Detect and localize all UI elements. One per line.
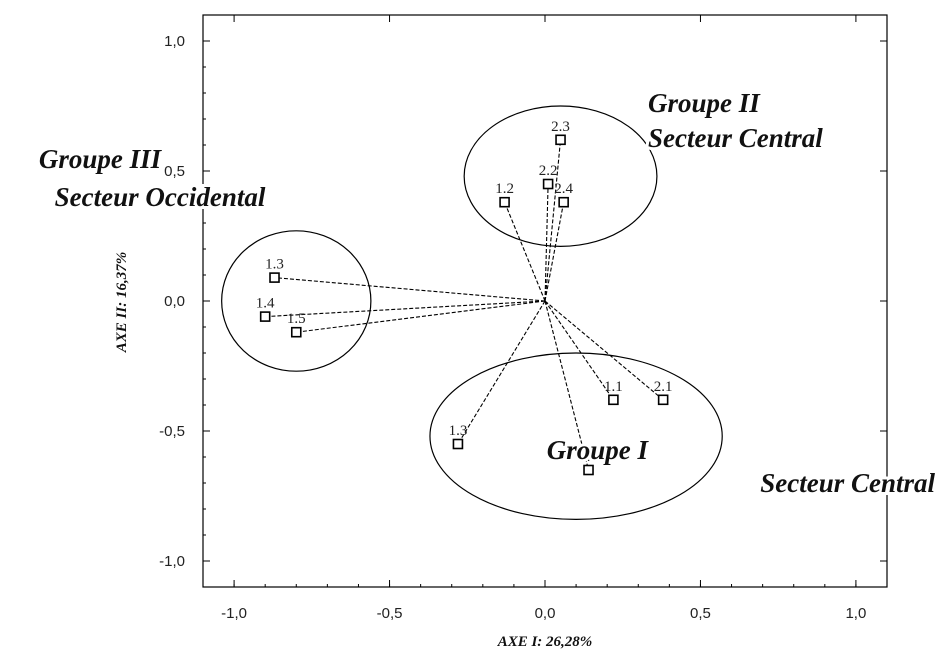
point-label: 1.4 bbox=[579, 449, 598, 465]
x-tick-label: 1,0 bbox=[845, 605, 866, 622]
ray-line bbox=[296, 300, 546, 333]
ray-line bbox=[544, 300, 664, 401]
point-label: 1.3 bbox=[265, 257, 284, 273]
point-label: 2.2 bbox=[539, 163, 558, 179]
group-label-title: Groupe II bbox=[648, 88, 761, 118]
point-label: 1.1 bbox=[604, 379, 623, 395]
y-tick-label: -0,5 bbox=[159, 423, 185, 440]
data-point bbox=[290, 326, 302, 338]
point-label: 2.3 bbox=[551, 119, 570, 135]
x-tick-label: -1,0 bbox=[221, 605, 247, 622]
ray-line bbox=[544, 202, 565, 302]
x-tick-label: 0,0 bbox=[535, 605, 556, 622]
data-point bbox=[608, 394, 619, 406]
group-label-sector: Secteur Central bbox=[648, 123, 823, 153]
data-point bbox=[583, 464, 594, 476]
y-axis-title: AXE II: 16,37% bbox=[114, 252, 130, 353]
data-point bbox=[499, 196, 510, 208]
group-label-sector: Secteur Occidental bbox=[55, 182, 266, 212]
data-point bbox=[269, 272, 280, 283]
data-point bbox=[555, 134, 566, 146]
data-point bbox=[558, 196, 569, 208]
point-label: 1.4 bbox=[256, 296, 275, 312]
ray-line bbox=[544, 139, 562, 302]
group-ellipse bbox=[221, 230, 372, 372]
data-point bbox=[259, 311, 271, 322]
group-ellipse bbox=[429, 352, 723, 520]
x-tick-label: -0,5 bbox=[377, 605, 403, 622]
group-label-sector: Secteur Central bbox=[760, 468, 935, 498]
group-label-title: Groupe III bbox=[39, 144, 163, 174]
point-label: 1.5 bbox=[287, 311, 306, 327]
data-point bbox=[452, 438, 464, 450]
ray-line bbox=[544, 300, 614, 401]
x-axis-title: AXE I: 26,28% bbox=[497, 634, 593, 650]
ray-line bbox=[274, 277, 546, 302]
y-tick-label: -1,0 bbox=[159, 553, 185, 570]
y-tick-label: 1,0 bbox=[164, 33, 185, 50]
ray-line bbox=[457, 300, 546, 445]
group-labels: Groupe II Secteur Central Groupe III Secteu… bbox=[36, 85, 939, 501]
ray-line bbox=[544, 183, 549, 302]
ray-line bbox=[544, 300, 590, 471]
point-label: 1.2 bbox=[495, 181, 514, 197]
y-tick-label: 0,0 bbox=[164, 293, 185, 310]
group-ellipse bbox=[463, 105, 658, 247]
x-tick-label: 0,5 bbox=[690, 605, 711, 622]
point-label: 2.1 bbox=[654, 379, 673, 395]
y-tick-label: 0,5 bbox=[164, 163, 185, 180]
data-point bbox=[657, 394, 669, 406]
point-label: 1.3 bbox=[449, 423, 468, 439]
point-label: 2.4 bbox=[554, 181, 573, 197]
ray-line bbox=[504, 201, 546, 302]
data-point bbox=[542, 178, 554, 190]
rays bbox=[265, 139, 664, 471]
ticks: -1,0 -0,5 0,0 0,5 1,0 1,0 0,5 0,0 -0,5 -1,0 bbox=[159, 15, 887, 622]
group-label-title: Groupe I bbox=[547, 435, 650, 465]
group-ellipses bbox=[221, 105, 723, 520]
points: 2.3 2.2 2.4 1.2 1.3 1.4 1.5 1.1 2.1 1.3 1.4 bbox=[256, 119, 673, 476]
ray-line bbox=[265, 300, 546, 318]
